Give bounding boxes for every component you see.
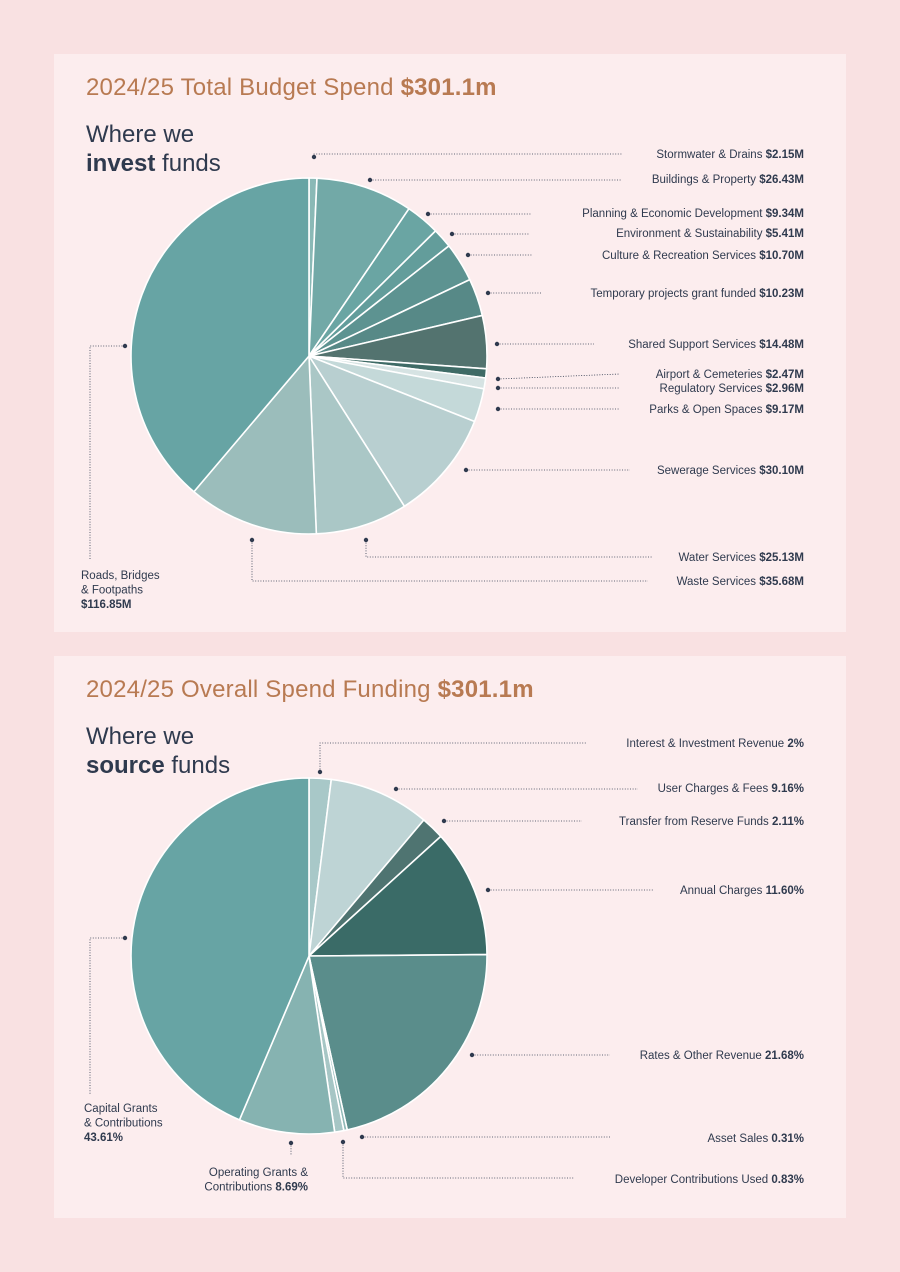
pie-slice-capital-grants-and-contributions [130,777,310,1121]
slice-label-waste-services: Waste Services $35.68M [677,576,804,588]
leader-dot-buildings-and-property [367,177,373,183]
leader-dot-capital-grants-and-contributions [122,935,128,941]
leader-dot-developer-contributions-used [340,1139,346,1145]
slice-label-temporary-projects-grant-funded: Temporary projects grant funded $10.23M [590,288,804,300]
slice-label-rates-and-other-revenue: Rates & Other Revenue 21.68% [640,1050,804,1062]
pie-slice-waste-services [193,355,318,535]
leader-dot-sewerage-services [463,467,469,473]
source-subtitle-bold: source [86,752,165,779]
leader-dot-roads-bridges-and-footpaths [122,343,128,349]
source-subtitle-line1: Where we [86,723,195,750]
leader-dot-user-charges-and-fees [393,786,399,792]
slice-label-environment-and-sustainability: Environment & Sustainability $5.41M [616,228,804,240]
invest-pie-chart: Stormwater & Drains $2.15M Buildings & Pr… [81,149,805,611]
leader-dot-waste-services [249,537,255,543]
source-panel: 2024/25 Overall Spend Funding $301.1m Wh… [54,656,846,1218]
source-title: 2024/25 Overall Spend Funding $301.1m [86,676,534,704]
pie-slice-buildings-and-property [308,177,410,357]
invest-subtitle: Where we invest funds [86,120,221,178]
leader-dot-water-services [363,537,369,543]
invest-title-text: 2024/25 Total Budget Spend [86,74,394,101]
slice-label-sewerage-services: Sewerage Services $30.10M [657,465,804,477]
slice-label-asset-sales: Asset Sales 0.31% [707,1133,804,1145]
invest-panel: 2024/25 Total Budget Spend $301.1m Where… [54,54,846,632]
slice-label-culture-and-recreation-services: Culture & Recreation Services $10.70M [602,250,804,262]
slice-label-buildings-and-property: Buildings & Property $26.43M [652,174,804,186]
slice-label-annual-charges: Annual Charges 11.60% [680,885,804,897]
invest-title: 2024/25 Total Budget Spend $301.1m [86,74,497,102]
leader-dot-culture-and-recreation-services [465,252,471,258]
leader-dot-airport-and-cemeteries [495,376,501,382]
slice-label-regulatory-services: Regulatory Services $2.96M [660,383,804,395]
source-title-text: 2024/25 Overall Spend Funding [86,676,431,703]
source-title-amount: $301.1m [437,676,534,703]
slice-label-stormwater-and-drains: Stormwater & Drains $2.15M [656,149,804,161]
leader-dot-shared-support-services [494,341,500,347]
leader-dot-temporary-projects-grant-funded [485,290,491,296]
slice-label-operating-grants-and-contributions: Operating Grants & Contributions 8.69% [204,1167,308,1194]
leader-dot-asset-sales [359,1134,365,1140]
pie-slice-water-services [308,355,406,535]
source-subtitle: Where we source funds [86,722,230,780]
leader-line-developer-contributions-used [342,1142,574,1179]
slice-label-capital-grants-and-contributions: Capital Grants & Contributions 43.61% [84,1103,163,1144]
leader-dot-regulatory-services [495,385,501,391]
leader-line-roads-bridges-and-footpaths [89,345,125,559]
slice-label-planning-and-economic-development: Planning & Economic Development $9.34M [582,208,804,220]
leader-dot-planning-and-economic-development [425,211,431,217]
leader-line-airport-and-cemeteries [497,373,621,380]
leader-dot-transfer-from-reserve-funds [441,818,447,824]
leader-dot-operating-grants-and-contributions [288,1140,294,1146]
pie-slice-operating-grants-and-contributions [238,955,336,1135]
leader-dot-interest-and-investment-revenue [317,769,323,775]
pie-slice-sewerage-services [308,355,476,508]
leader-dot-parks-and-open-spaces [495,406,501,412]
leader-dot-rates-and-other-revenue [469,1052,475,1058]
slice-label-water-services: Water Services $25.13M [679,552,805,564]
slice-label-airport-and-cemeteries: Airport & Cemeteries $2.47M [656,369,804,381]
slice-label-interest-and-investment-revenue: Interest & Investment Revenue 2% [626,738,804,750]
slice-label-user-charges-and-fees: User Charges & Fees 9.16% [658,783,804,795]
pie-slice-user-charges-and-fees [308,778,425,957]
leader-dot-stormwater-and-drains [311,154,317,160]
slice-label-developer-contributions-used: Developer Contributions Used 0.83% [615,1174,804,1186]
pie-slice-annual-charges [308,835,488,957]
slice-label-parks-and-open-spaces: Parks & Open Spaces $9.17M [649,404,804,416]
slice-label-roads-bridges-and-footpaths: Roads, Bridges & Footpaths $116.85M [81,570,160,611]
slice-label-shared-support-services: Shared Support Services $14.48M [628,339,804,351]
leader-line-waste-services [251,540,648,582]
pie-slice-rates-and-other-revenue [308,953,488,1131]
leader-line-capital-grants-and-contributions [89,937,125,1094]
pie-slice-roads-bridges-and-footpaths [130,177,310,493]
invest-subtitle-line1: Where we [86,121,195,148]
leader-line-interest-and-investment-revenue [319,742,586,772]
slice-label-transfer-from-reserve-funds: Transfer from Reserve Funds 2.11% [619,816,804,828]
source-subtitle-rest: funds [171,752,231,779]
invest-title-amount: $301.1m [400,74,497,101]
source-pie-chart: Interest & Investment Revenue 2% User Cha… [84,738,804,1194]
leader-line-stormwater-and-drains [313,153,622,157]
invest-subtitle-bold: invest [86,150,156,177]
invest-subtitle-rest: funds [162,150,221,177]
leader-dot-annual-charges [485,887,491,893]
leader-dot-environment-and-sustainability [449,231,455,237]
leader-line-water-services [365,540,652,558]
